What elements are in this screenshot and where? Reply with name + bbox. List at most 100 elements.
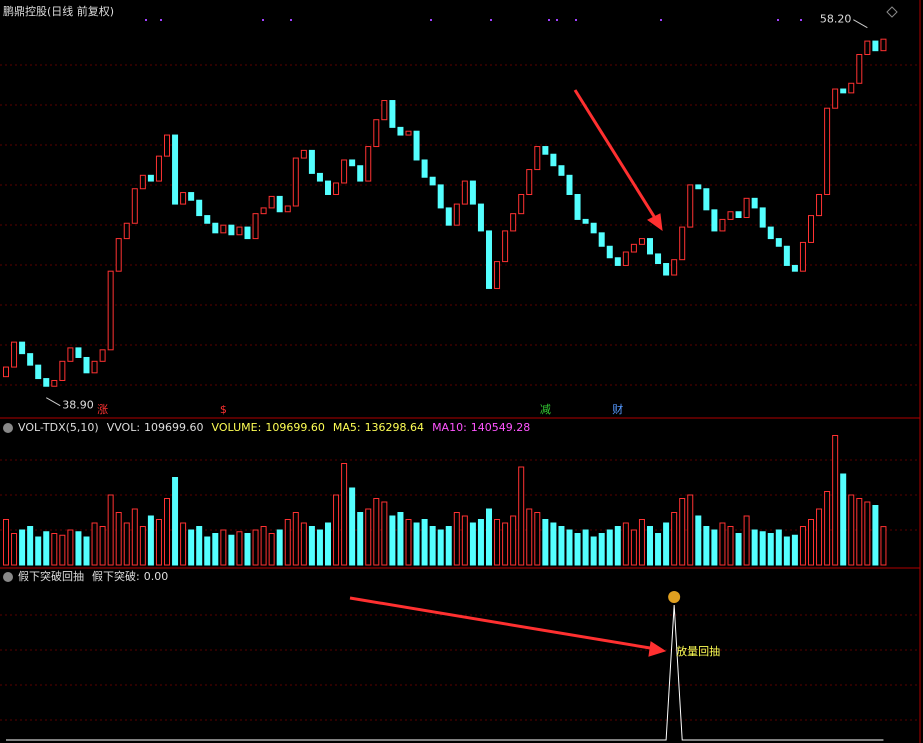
volume-bar — [155, 519, 162, 566]
candle-body — [558, 165, 565, 176]
volume-bar — [727, 526, 734, 566]
candle-body — [316, 172, 323, 182]
volume-bar — [751, 529, 758, 566]
candle-body — [308, 149, 315, 174]
candle-body — [3, 366, 9, 378]
volume-bar — [767, 533, 774, 566]
candle-body — [799, 241, 806, 272]
volume-bar — [365, 508, 372, 566]
candle-body — [397, 126, 404, 136]
volume-bar — [606, 529, 613, 566]
candle-body — [421, 159, 428, 178]
candle-body — [123, 222, 130, 240]
pane-title: VOL-TDX(5,10) — [18, 421, 99, 434]
volume-bar — [220, 529, 227, 566]
volume-bar — [99, 526, 106, 566]
volume-bar — [325, 522, 331, 566]
volume-bar — [373, 498, 380, 566]
indicator-line — [6, 604, 884, 741]
volume-bar — [228, 534, 235, 566]
candle-body — [252, 213, 259, 240]
volume-bar — [719, 522, 726, 566]
candle-body — [172, 134, 179, 205]
candle-body — [91, 360, 98, 374]
volume-bar — [671, 512, 678, 566]
candle-body — [751, 197, 758, 209]
readout-value: 109699.60 — [144, 421, 204, 434]
candle-body — [83, 356, 90, 374]
candle-body — [139, 174, 146, 190]
volume-bar — [872, 505, 879, 566]
candle-body — [413, 130, 420, 161]
candle-body — [671, 259, 678, 276]
volume-bar — [389, 515, 396, 566]
candle-body — [582, 218, 589, 224]
candle-body — [107, 270, 114, 351]
candle-body — [228, 224, 235, 236]
candle-body — [856, 54, 863, 84]
volume-bar — [582, 529, 589, 566]
candle-body — [719, 218, 726, 232]
volume-bar — [164, 498, 170, 566]
candle-body — [43, 378, 50, 387]
volume-bar — [357, 512, 364, 566]
candle-body — [365, 146, 372, 182]
readout-value: 109699.60 — [265, 421, 325, 434]
candle-body — [333, 182, 340, 195]
candle-body — [437, 184, 444, 209]
candle-body — [655, 253, 662, 265]
candle-body — [711, 209, 718, 232]
volume-bar — [542, 519, 549, 566]
volume-bar — [824, 491, 831, 566]
volume-bar — [469, 522, 476, 566]
candle-body — [735, 211, 742, 219]
candle-body — [598, 232, 605, 247]
volume-bar — [759, 531, 766, 566]
candle-body — [687, 184, 694, 228]
candle-body — [349, 159, 356, 167]
candle-body — [188, 192, 195, 201]
candle-body — [663, 263, 670, 276]
volume-bar — [268, 533, 275, 566]
event-marker: 财 — [612, 402, 623, 416]
candle-body — [767, 226, 774, 240]
candle-body — [389, 100, 396, 128]
volume-bar — [614, 526, 621, 566]
volume-bar — [799, 526, 806, 566]
readout-value: 136298.64 — [365, 421, 425, 434]
candle-body — [429, 176, 436, 186]
chart-title: 鹏鼎控股(日线 前复权) — [3, 4, 114, 18]
top-dots — [145, 19, 802, 21]
candle-body — [35, 364, 42, 380]
candle-body — [51, 379, 58, 387]
volume-bar — [622, 522, 629, 566]
volume-bar — [11, 533, 18, 566]
candle-body — [268, 195, 275, 209]
volume-bar — [477, 519, 484, 566]
candle-body — [284, 205, 291, 213]
volume-bar — [292, 512, 299, 566]
arrows — [349, 89, 667, 657]
volume-bar — [252, 529, 259, 566]
volume-bar — [864, 501, 871, 566]
volume-bar — [316, 529, 323, 566]
candle-body — [341, 159, 348, 184]
volume-bar — [832, 435, 839, 566]
candle-body — [638, 238, 645, 245]
candle-body — [75, 347, 82, 358]
candle-body — [679, 226, 686, 261]
candle-body — [244, 226, 251, 240]
candle-body — [292, 157, 299, 207]
candle-body — [510, 213, 517, 232]
volume-bar — [655, 533, 662, 566]
candle-body — [204, 215, 211, 224]
volume-bar — [204, 536, 211, 566]
volume-bar — [27, 526, 34, 566]
readout-value: 0.00 — [144, 570, 169, 583]
volume-bar — [840, 473, 847, 566]
volume-bar — [349, 487, 356, 566]
candle-body — [727, 211, 734, 220]
volume-bar — [808, 519, 814, 566]
candle-body — [550, 153, 557, 167]
